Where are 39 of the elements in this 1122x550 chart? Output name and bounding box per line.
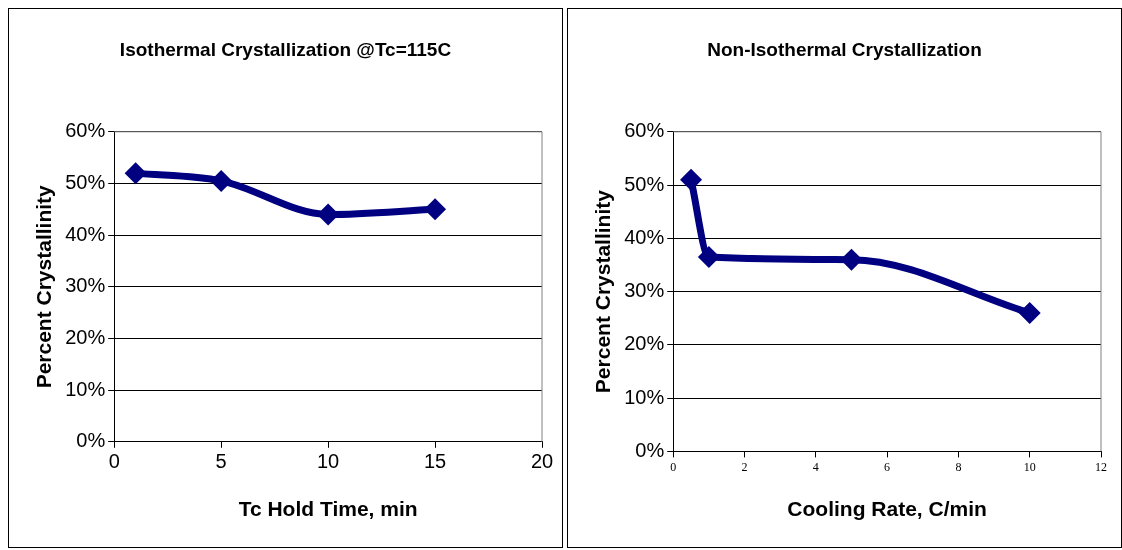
y-tick-label: 0% — [635, 438, 665, 461]
y-axis-title: Percent Crystallinity — [32, 184, 56, 389]
y-axis-title: Percent Crystallinity — [591, 189, 615, 394]
point — [124, 162, 147, 185]
y-tick-label: 30% — [624, 279, 665, 302]
x-axis-title: Tc Hold Time, min — [238, 497, 418, 521]
x-tick-label: 2 — [741, 459, 748, 474]
y-tick-label: 0% — [76, 429, 106, 452]
x-tick-label: 8 — [955, 459, 962, 474]
y-tick-label: 20% — [624, 332, 665, 355]
y-tick-label: 60% — [65, 119, 106, 142]
y-tick-label: 50% — [624, 172, 665, 195]
x-tick-label: 4 — [812, 459, 819, 474]
y-tick-label: 50% — [65, 170, 106, 193]
point — [840, 248, 863, 271]
x-tick-label: 12 — [1095, 459, 1107, 474]
y-tick-label: 10% — [65, 377, 106, 400]
y-tick-label: 30% — [65, 274, 106, 297]
x-tick-label: 10 — [316, 450, 340, 473]
y-tick-label: 20% — [65, 325, 106, 348]
x-tick-label: 6 — [884, 459, 891, 474]
x-tick-label: 10 — [1023, 459, 1036, 474]
point — [424, 198, 447, 221]
x-tick-label: 5 — [215, 450, 227, 473]
point — [1018, 301, 1041, 324]
x-tick-label: 20 — [530, 450, 554, 473]
chart-title: Non-Isothermal Crystallization — [707, 38, 982, 60]
y-tick-label: 60% — [624, 119, 665, 142]
y-tick-label: 40% — [624, 225, 665, 248]
y-tick-label: 40% — [65, 222, 106, 245]
y-tick-label: 10% — [624, 385, 665, 408]
x-tick-label: 15 — [423, 450, 447, 473]
x-tick-label: 0 — [670, 459, 677, 474]
x-axis-title: Cooling Rate, C/min — [787, 497, 987, 521]
x-tick-label: 0 — [108, 450, 120, 473]
point — [697, 245, 720, 268]
point — [680, 168, 703, 191]
point — [210, 169, 233, 192]
chart-title: Isothermal Crystallization @Tc=115C — [119, 38, 452, 60]
